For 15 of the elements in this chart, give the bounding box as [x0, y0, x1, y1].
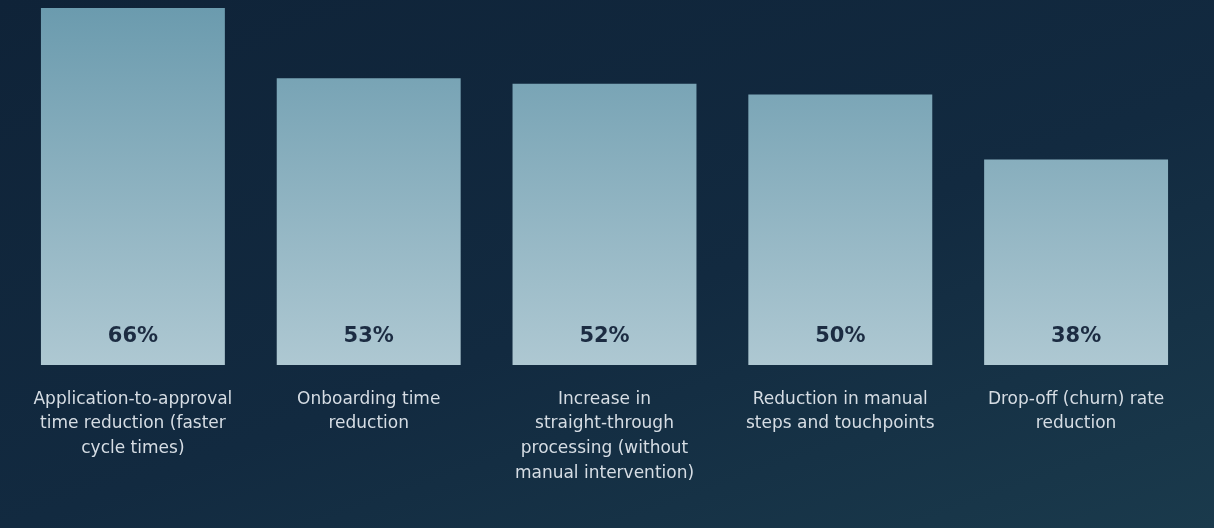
x-tick-label: Application-to-approval time reduction (faster cycle times) — [33, 387, 233, 458]
bar — [748, 94, 933, 365]
x-tick-label: Drop-off (churn) rate reduction — [987, 387, 1165, 433]
x-tick-label: Onboarding time reduction — [297, 387, 441, 433]
data-label: 66% — [107, 323, 159, 348]
bar — [512, 83, 697, 365]
x-tick-label: Reduction in manual steps and touchpoints — [746, 387, 935, 433]
x-tick-label: Increase in straight-through processing (without manual intervention) — [514, 387, 695, 482]
bar — [40, 8, 225, 365]
bar — [984, 159, 1169, 365]
bar — [276, 78, 461, 365]
data-label: 52% — [579, 323, 630, 348]
data-label: 50% — [815, 323, 866, 348]
data-label: 53% — [343, 323, 394, 348]
data-label: 38% — [1050, 323, 1102, 348]
